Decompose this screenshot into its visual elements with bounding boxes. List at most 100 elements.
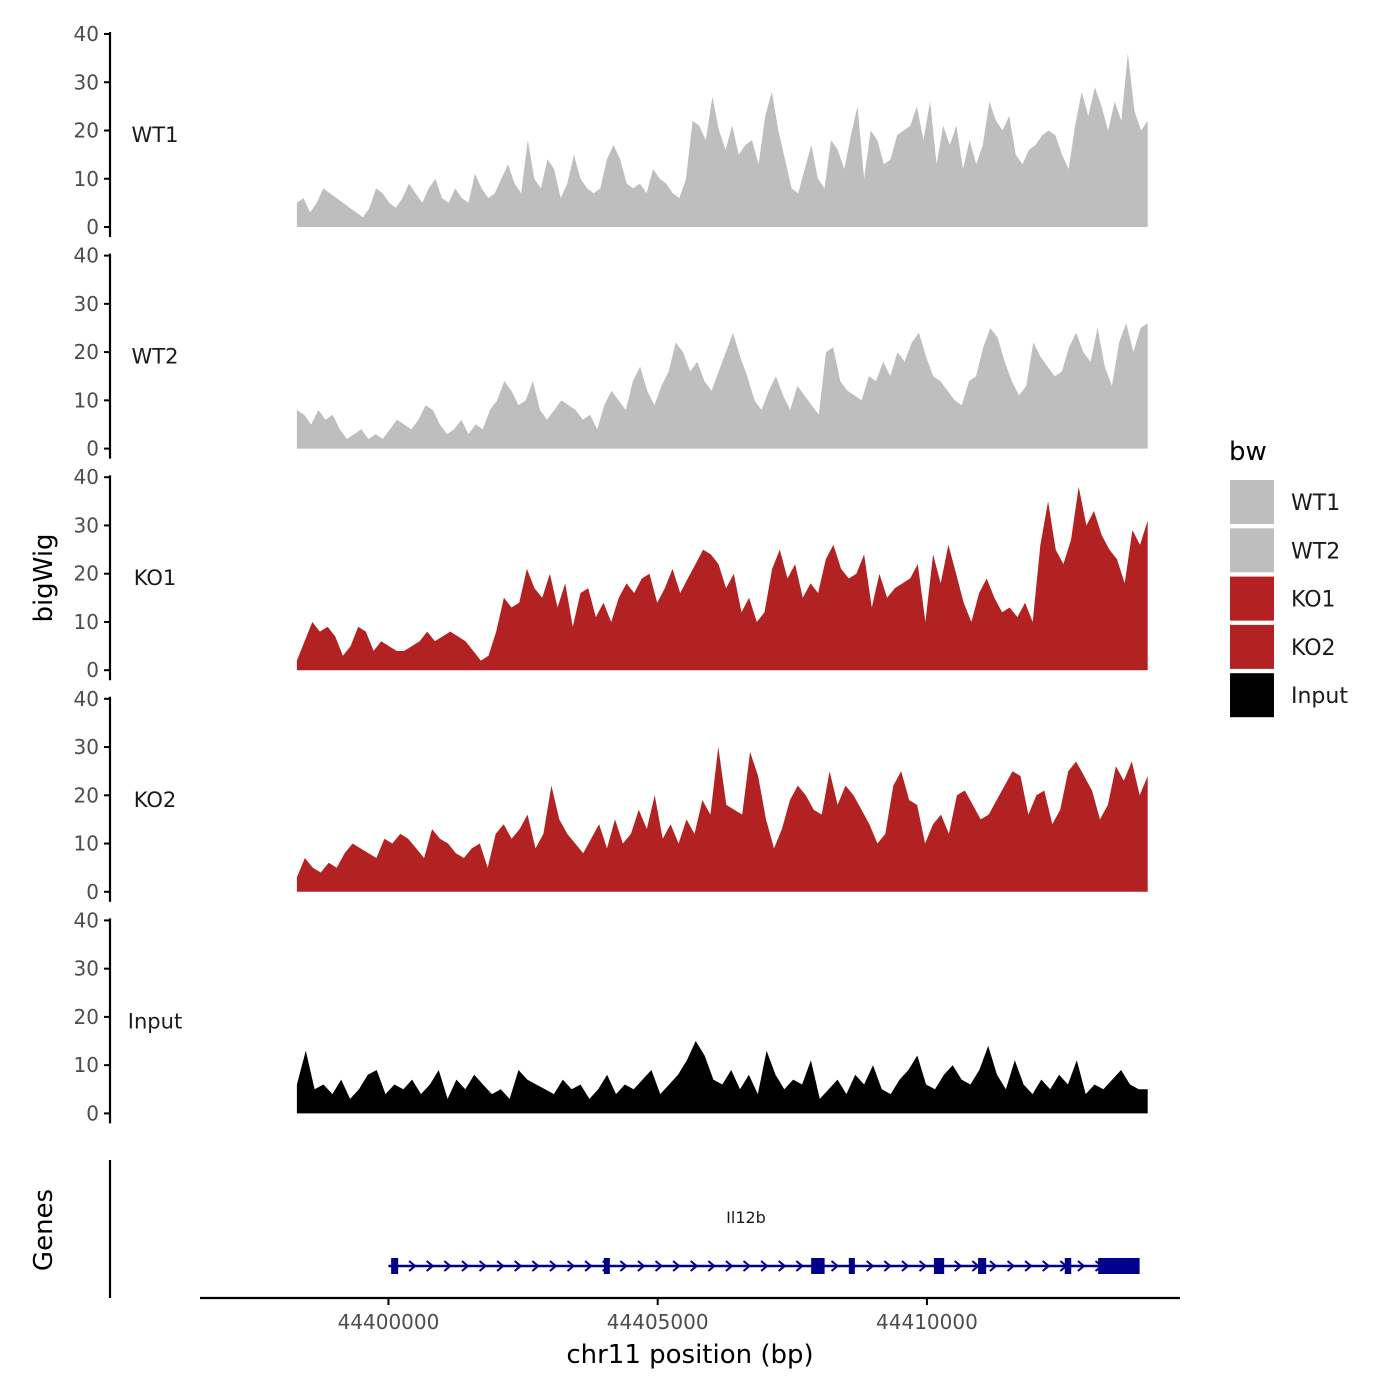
y-tick-label: 0 [86,880,99,904]
strand-arrow-icon [707,1260,716,1272]
y-tick-label: 10 [74,610,99,634]
coverage-area-wt2 [296,323,1148,449]
strand-arrow-icon [742,1260,752,1272]
x-axis: 44400000 44405000 44410000 [200,1296,1180,1334]
strand-arrow-icon [690,1260,699,1272]
y-tick-label: 40 [74,22,99,46]
legend-label-wt1: WT1 [1291,491,1340,516]
strand-arrow-icon [989,1260,998,1272]
strand-arrow-icon [760,1260,769,1272]
coverage-area-ko2 [296,747,1148,892]
legend-swatch-ko1 [1230,576,1274,621]
track-label-wt1: WT1 [132,123,179,147]
gene-exon [978,1258,987,1274]
y-tick-label: 20 [74,119,99,143]
gene-exon [391,1258,399,1274]
strand-arrow-icon [496,1260,505,1272]
strand-arrow-icon [426,1260,435,1272]
strand-arrow-icon [443,1260,452,1272]
coverage-area-input [296,1041,1148,1114]
track-label-input: Input [128,1009,182,1033]
strand-arrow-icon [461,1260,470,1272]
gene-exon [848,1258,855,1274]
x-axis-title: chr11 position (bp) [566,1340,813,1370]
y-tick-label: 20 [74,1005,99,1029]
y-tick-label: 0 [86,215,99,239]
y-tick-label: 10 [74,167,99,191]
strand-arrow-icon [408,1260,417,1272]
strand-arrow-icon [918,1260,928,1272]
x-tick-label: 44405000 [607,1310,709,1334]
y-tick-label: 20 [74,340,99,364]
legend-label-input: Input [1291,684,1348,709]
strand-arrow-icon [954,1260,963,1272]
strand-arrow-icon [866,1260,875,1272]
gene-exon [1098,1258,1140,1274]
y-tick-label: 40 [74,908,99,932]
strand-arrow-icon [883,1260,892,1272]
track-label-wt2: WT2 [132,345,179,369]
strand-arrow-icon [830,1260,840,1272]
strand-arrow-icon [1042,1260,1051,1272]
strand-arrow-icon [778,1260,787,1272]
legend-label-ko2: KO2 [1291,636,1336,661]
x-tick-label: 44400000 [338,1310,440,1334]
y-tick-label: 10 [74,832,99,856]
y-tick-label: 0 [86,658,99,682]
y-tick-label: 0 [86,1101,99,1125]
legend-swatch-wt1 [1230,480,1274,524]
gene-name-label: Il12b [726,1208,766,1227]
y-tick-label: 20 [74,783,99,807]
strand-arrow-icon [901,1260,910,1272]
strand-arrow-icon [725,1260,734,1272]
legend-label-ko1: KO1 [1291,588,1336,613]
strand-arrow-icon [478,1260,488,1272]
y-tick-label: 40 [74,244,99,268]
legend-swatch-ko2 [1230,624,1274,669]
strand-arrow-icon [1006,1260,1016,1272]
gene-exon [933,1258,945,1274]
y-tick-label: 30 [74,292,99,316]
strand-arrow-icon [549,1260,558,1272]
legend-swatch-input [1230,673,1274,718]
y-tick-label: 20 [74,562,99,586]
track-label-ko2: KO2 [134,788,177,812]
strand-arrow-icon [584,1260,593,1272]
y-axes: 0 10 20 30 40 0 10 20 30 40 0 10 20 30 40 0 10 20 30 40 0 10 2… [74,22,112,1125]
y-tick-label: 30 [74,513,99,537]
legend: bw WT1 WT2 KO1 KO2 Input [1229,437,1348,718]
x-tick-label: 44410000 [876,1310,978,1334]
genes-panel: Il12b [108,1160,1140,1298]
y-tick-label: 30 [74,735,99,759]
y-tick-label: 10 [74,1053,99,1077]
strand-arrow-icon [566,1260,576,1272]
strand-arrow-icon [1077,1260,1086,1272]
y-tick-label: 30 [74,957,99,981]
y-tick-label: 30 [74,70,99,94]
y-tick-label: 40 [74,465,99,489]
legend-label-wt2: WT2 [1291,539,1340,564]
strand-arrow-icon [795,1260,804,1272]
strand-arrow-icon [531,1260,540,1272]
coverage-area-ko1 [296,486,1148,671]
legend-swatch-wt2 [1230,528,1274,573]
gene-exon [603,1258,610,1274]
track-label-ko1: KO1 [134,566,177,590]
gene-exon [811,1258,825,1274]
y-tick-label: 0 [86,437,99,461]
strand-arrow-icon [1024,1260,1033,1272]
strand-arrow-icon [514,1260,523,1272]
y-tick-label: 40 [74,687,99,711]
coverage-area-wt1 [296,53,1148,227]
strand-arrow-icon [637,1260,646,1272]
genes-panel-title: Genes [29,1189,59,1271]
strand-arrow-icon [672,1260,681,1272]
y-tick-label: 10 [74,388,99,412]
coverage-tracks: WT1 WT2 KO1 KO2 Input [128,53,1148,1114]
gene-exon [1064,1258,1072,1274]
legend-title: bw [1229,437,1267,467]
strand-arrow-icon [619,1260,628,1272]
strand-arrow-icon [654,1260,664,1272]
y-axis-title: bigWig [29,533,59,622]
